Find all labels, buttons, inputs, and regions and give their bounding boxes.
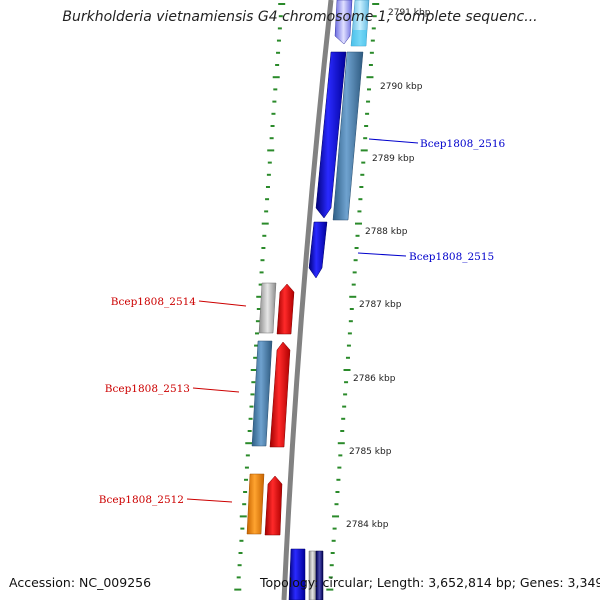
gene-bottom-navy-feature[interactable] <box>315 550 324 600</box>
gene-bcep1808-2516-cds[interactable] <box>332 51 364 221</box>
sequence-title: Burkholderia vietnamiensis G4 chromosome… <box>62 9 538 25</box>
gene-bottom-blue-feature[interactable] <box>288 548 306 600</box>
tick-label: 2787 kbp <box>359 300 402 310</box>
gene-bcep1808-2512-cds[interactable] <box>246 473 265 535</box>
gene-bcep1808-2514-cds[interactable] <box>258 282 277 334</box>
gene-label-bcep1808-2516[interactable]: Bcep1808_2516 <box>420 138 506 150</box>
accession-text: Accession: NC_009256 <box>9 575 152 590</box>
outer-tick-dots <box>326 3 380 591</box>
gene-label-bcep1808-2513[interactable]: Bcep1808_2513 <box>105 383 190 395</box>
inner-tick-dots <box>234 3 286 591</box>
gene-bcep1808-2516-feature[interactable] <box>315 51 347 219</box>
gene-top-lavender-feature[interactable] <box>334 0 353 45</box>
label-leader-line <box>186 498 233 503</box>
gene-bcep1808-2513-cds[interactable] <box>251 340 273 447</box>
gene-label-bcep1808-2515[interactable]: Bcep1808_2515 <box>409 251 494 263</box>
gene-bottom-gray-feature[interactable] <box>308 550 317 600</box>
tick-label: 2791 kbp <box>388 8 431 18</box>
label-leader-line <box>357 252 407 257</box>
gene-bcep1808-2513-feature[interactable] <box>269 341 291 448</box>
label-leader-line <box>368 138 419 144</box>
gene-bcep1808-2515-feature[interactable] <box>308 221 328 279</box>
sequence-summary-text: Topology: circular; Length: 3,652,814 bp… <box>260 575 600 590</box>
tick-label: 2784 kbp <box>346 520 389 530</box>
tick-label: 2789 kbp <box>372 154 415 164</box>
label-leader-line <box>192 387 240 393</box>
gene-bcep1808-2514-feature[interactable] <box>276 283 295 335</box>
gene-bcep1808-2512-feature[interactable] <box>264 475 283 536</box>
label-leader-line <box>198 300 247 307</box>
gene-top-lightblue-tail[interactable] <box>351 30 367 46</box>
gene-label-bcep1808-2512[interactable]: Bcep1808_2512 <box>99 494 184 506</box>
tick-label: 2785 kbp <box>349 447 392 457</box>
backbone-circle-arc <box>281 0 334 600</box>
tick-label: 2788 kbp <box>365 227 408 237</box>
gene-label-bcep1808-2514[interactable]: Bcep1808_2514 <box>111 296 197 308</box>
tick-label: 2786 kbp <box>353 374 396 384</box>
tick-label: 2790 kbp <box>380 82 423 92</box>
